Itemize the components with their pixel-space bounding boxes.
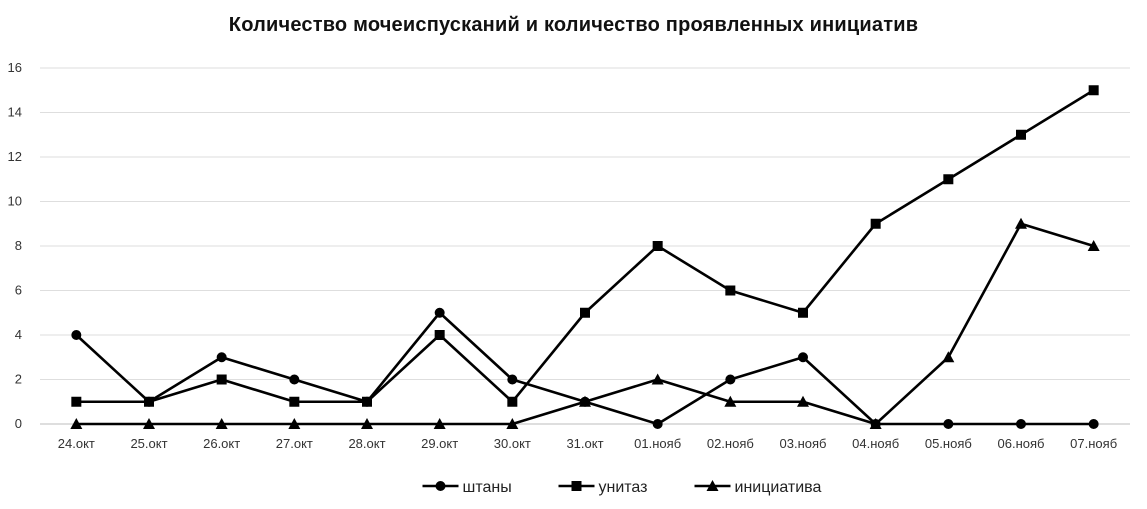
series-line — [76, 222, 1095, 426]
data-point-triangle — [143, 418, 155, 429]
series-group — [70, 85, 1100, 429]
y-tick-label: 6 — [15, 283, 22, 298]
data-point-circle — [289, 374, 300, 385]
data-point-square — [870, 218, 881, 229]
x-tick-label: 26.окт — [203, 436, 240, 451]
data-point-triangle — [942, 351, 955, 363]
legend-marker-square — [571, 481, 582, 491]
data-point-triangle — [724, 395, 737, 407]
data-point-triangle — [869, 418, 882, 429]
data-point-triangle — [1015, 217, 1027, 229]
gridlines — [40, 67, 1130, 425]
data-point-square — [1016, 129, 1026, 140]
x-tick-label: 27.окт — [276, 436, 313, 451]
data-point-square — [434, 330, 445, 340]
data-point-square — [725, 285, 736, 296]
chart-title: Количество мочеиспусканий и количество п… — [228, 14, 919, 36]
data-point-triangle — [288, 418, 301, 429]
y-tick-label: 16 — [8, 60, 22, 75]
x-tick-label: 25.окт — [130, 436, 167, 451]
data-point-square — [216, 374, 227, 385]
data-point-triangle — [215, 418, 228, 429]
data-point-circle — [216, 352, 227, 363]
legend-marker-triangle — [706, 480, 719, 491]
data-point-square — [289, 396, 300, 407]
x-tick-label: 29.окт — [421, 436, 458, 451]
data-point-triangle — [361, 418, 373, 429]
series-line — [75, 311, 1094, 426]
y-tick-label: 14 — [8, 105, 22, 120]
data-point-triangle — [1087, 240, 1100, 251]
x-tick-label: 07.нояб — [1070, 436, 1117, 451]
data-point-square — [798, 307, 808, 318]
data-point-square — [144, 396, 154, 407]
y-tick-label: 4 — [15, 327, 22, 342]
y-tick-label: 2 — [15, 372, 22, 387]
x-tick-label: 03.нояб — [780, 436, 827, 451]
data-point-square — [507, 396, 518, 407]
data-point-square — [362, 396, 372, 407]
data-point-square — [71, 396, 82, 407]
x-axis-ticks: 24.окт 25.окт 26.окт 27.окт 28.окт 29.окт 30.о… — [58, 436, 1117, 451]
data-point-triangle — [70, 418, 83, 429]
data-point-circle — [1016, 419, 1026, 429]
data-point-triangle — [579, 395, 591, 407]
data-point-circle — [943, 419, 954, 429]
x-tick-label: 05.нояб — [925, 436, 972, 451]
data-point-circle — [434, 307, 445, 318]
data-point-square — [580, 307, 590, 318]
data-point-circle — [1088, 419, 1099, 429]
legend-item: унитаз — [558, 479, 648, 496]
data-point-circle — [652, 419, 663, 429]
y-tick-label: 10 — [8, 194, 22, 209]
x-tick-label: 04.нояб — [852, 436, 899, 451]
data-point-triangle — [651, 373, 664, 385]
y-tick-label: 0 — [15, 416, 22, 431]
data-point-circle — [71, 330, 82, 340]
legend-label: штаны — [463, 479, 512, 496]
series-square — [71, 85, 1099, 407]
data-point-square — [652, 241, 663, 251]
data-point-triangle — [433, 418, 446, 429]
legend-marker-circle — [435, 481, 446, 491]
y-tick-label: 12 — [8, 149, 22, 164]
x-tick-label: 06.нояб — [998, 436, 1045, 451]
data-point-square — [1088, 85, 1099, 96]
data-point-triangle — [506, 418, 519, 429]
x-tick-label: 30.окт — [494, 436, 531, 451]
legend-item: инициатива — [694, 479, 822, 496]
y-axis-ticks: 0 2 4 6 8 10 12 14 16 — [8, 60, 22, 431]
data-point-circle — [507, 374, 518, 385]
data-point-triangle — [797, 395, 809, 407]
series-triangle — [70, 217, 1100, 429]
series-circle — [71, 307, 1099, 429]
x-tick-label: 31.окт — [566, 436, 603, 451]
data-point-circle — [798, 352, 808, 363]
legend-item: штаны — [422, 479, 512, 496]
data-point-circle — [725, 374, 736, 385]
x-tick-label: 24.окт — [58, 436, 95, 451]
x-tick-label: 01.нояб — [634, 436, 681, 451]
legend-label: унитаз — [599, 479, 648, 496]
x-tick-label: 02.нояб — [707, 436, 754, 451]
legend: штаны унитаз инициатива — [422, 479, 822, 496]
y-tick-label: 8 — [15, 238, 22, 253]
x-tick-label: 28.окт — [348, 436, 385, 451]
data-point-square — [943, 174, 954, 185]
legend-label: инициатива — [735, 479, 822, 496]
